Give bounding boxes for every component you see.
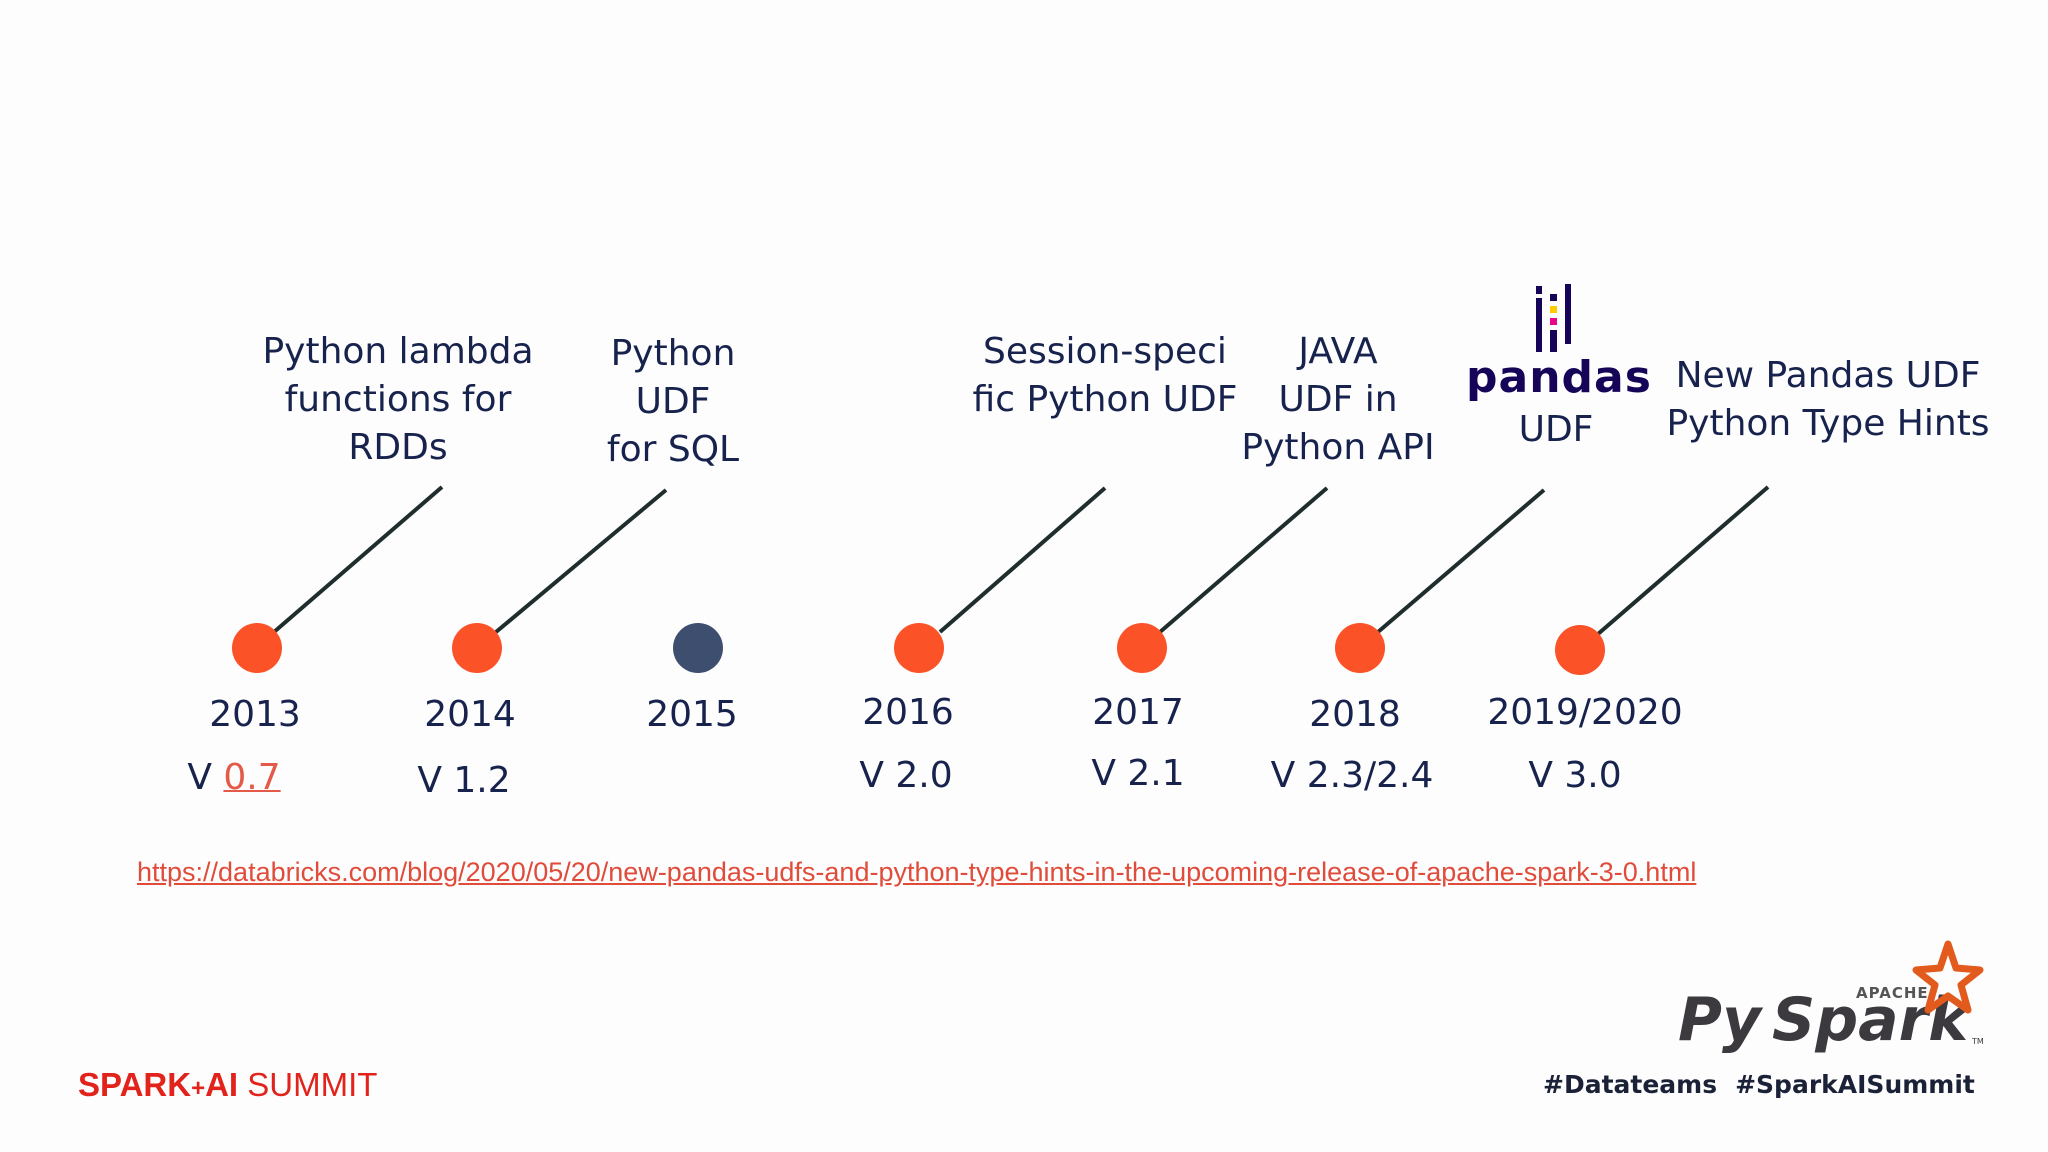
year-2016: 2016	[862, 692, 954, 733]
feature-label-2013: Python lambda functions for RDDs	[262, 331, 534, 468]
version-2017: V 2.1	[1091, 753, 1185, 794]
timeline-dot-2015	[673, 623, 723, 673]
timeline-dot-2014	[452, 623, 502, 673]
timeline-dot-2017	[1117, 623, 1167, 673]
version-2019-2020: V 3.0	[1528, 755, 1622, 796]
version-2013: V 0.7	[187, 757, 281, 798]
version-2014: V 1.2	[417, 760, 511, 801]
year-2017: 2017	[1092, 692, 1184, 733]
timeline-dot-2013	[232, 623, 282, 673]
blog-link[interactable]: https://databricks.com/blog/2020/05/20/n…	[137, 857, 1697, 887]
pyspark-tm-text: TM	[1971, 1037, 1984, 1046]
year-2019-2020: 2019/2020	[1487, 692, 1683, 733]
feature-label-2014: Python UDF for SQL	[606, 333, 740, 470]
connector-2014	[494, 488, 668, 634]
version-0-7-link[interactable]: 0.7	[223, 757, 281, 798]
connector-2019	[1596, 485, 1770, 636]
version-2016: V 2.0	[859, 755, 953, 796]
timeline-dot-2019	[1555, 625, 1605, 675]
version-2018: V 2.3/2.4	[1270, 755, 1434, 796]
year-2013: 2013	[209, 694, 301, 735]
hashtag-sparkaisummit: #SparkAISummit	[1735, 1070, 1975, 1099]
hashtags: #Datateams #SparkAISummit	[1543, 1070, 1975, 1099]
connector-2018	[1376, 488, 1546, 634]
pyspark-apache-text: APACHE	[1856, 984, 1929, 1002]
hashtag-datateams: #Datateams	[1543, 1070, 1718, 1099]
feature-label-2019: New Pandas UDF Python Type Hints	[1666, 355, 1990, 444]
timeline-dot-2018	[1335, 623, 1385, 673]
pandas-wordmark: pandas	[1466, 352, 1652, 403]
spark-ai-summit-logo: SPARK+AI SUMMIT	[78, 1066, 378, 1103]
pyspark-py-text: Py	[1678, 985, 1764, 1055]
timeline-dot-2016	[894, 623, 944, 673]
year-2018: 2018	[1309, 694, 1401, 735]
year-2014: 2014	[424, 694, 516, 735]
pandas-bars-icon	[1536, 284, 1571, 352]
year-2015: 2015	[646, 694, 738, 735]
connector-2016	[938, 486, 1107, 634]
pyspark-logo: APACHE Py Spark TM	[1678, 940, 1984, 1055]
connector-2017	[1158, 486, 1329, 634]
feature-label-2016: Session-speci fic Python UDF	[972, 331, 1238, 420]
spark-star-icon	[1912, 940, 1984, 1014]
pyspark-spark-text: Spark	[1772, 985, 1971, 1055]
connector-2013	[272, 485, 444, 634]
feature-label-2017: JAVA UDF in Python API	[1241, 331, 1435, 468]
feature-label-2018: UDF	[1518, 409, 1594, 450]
